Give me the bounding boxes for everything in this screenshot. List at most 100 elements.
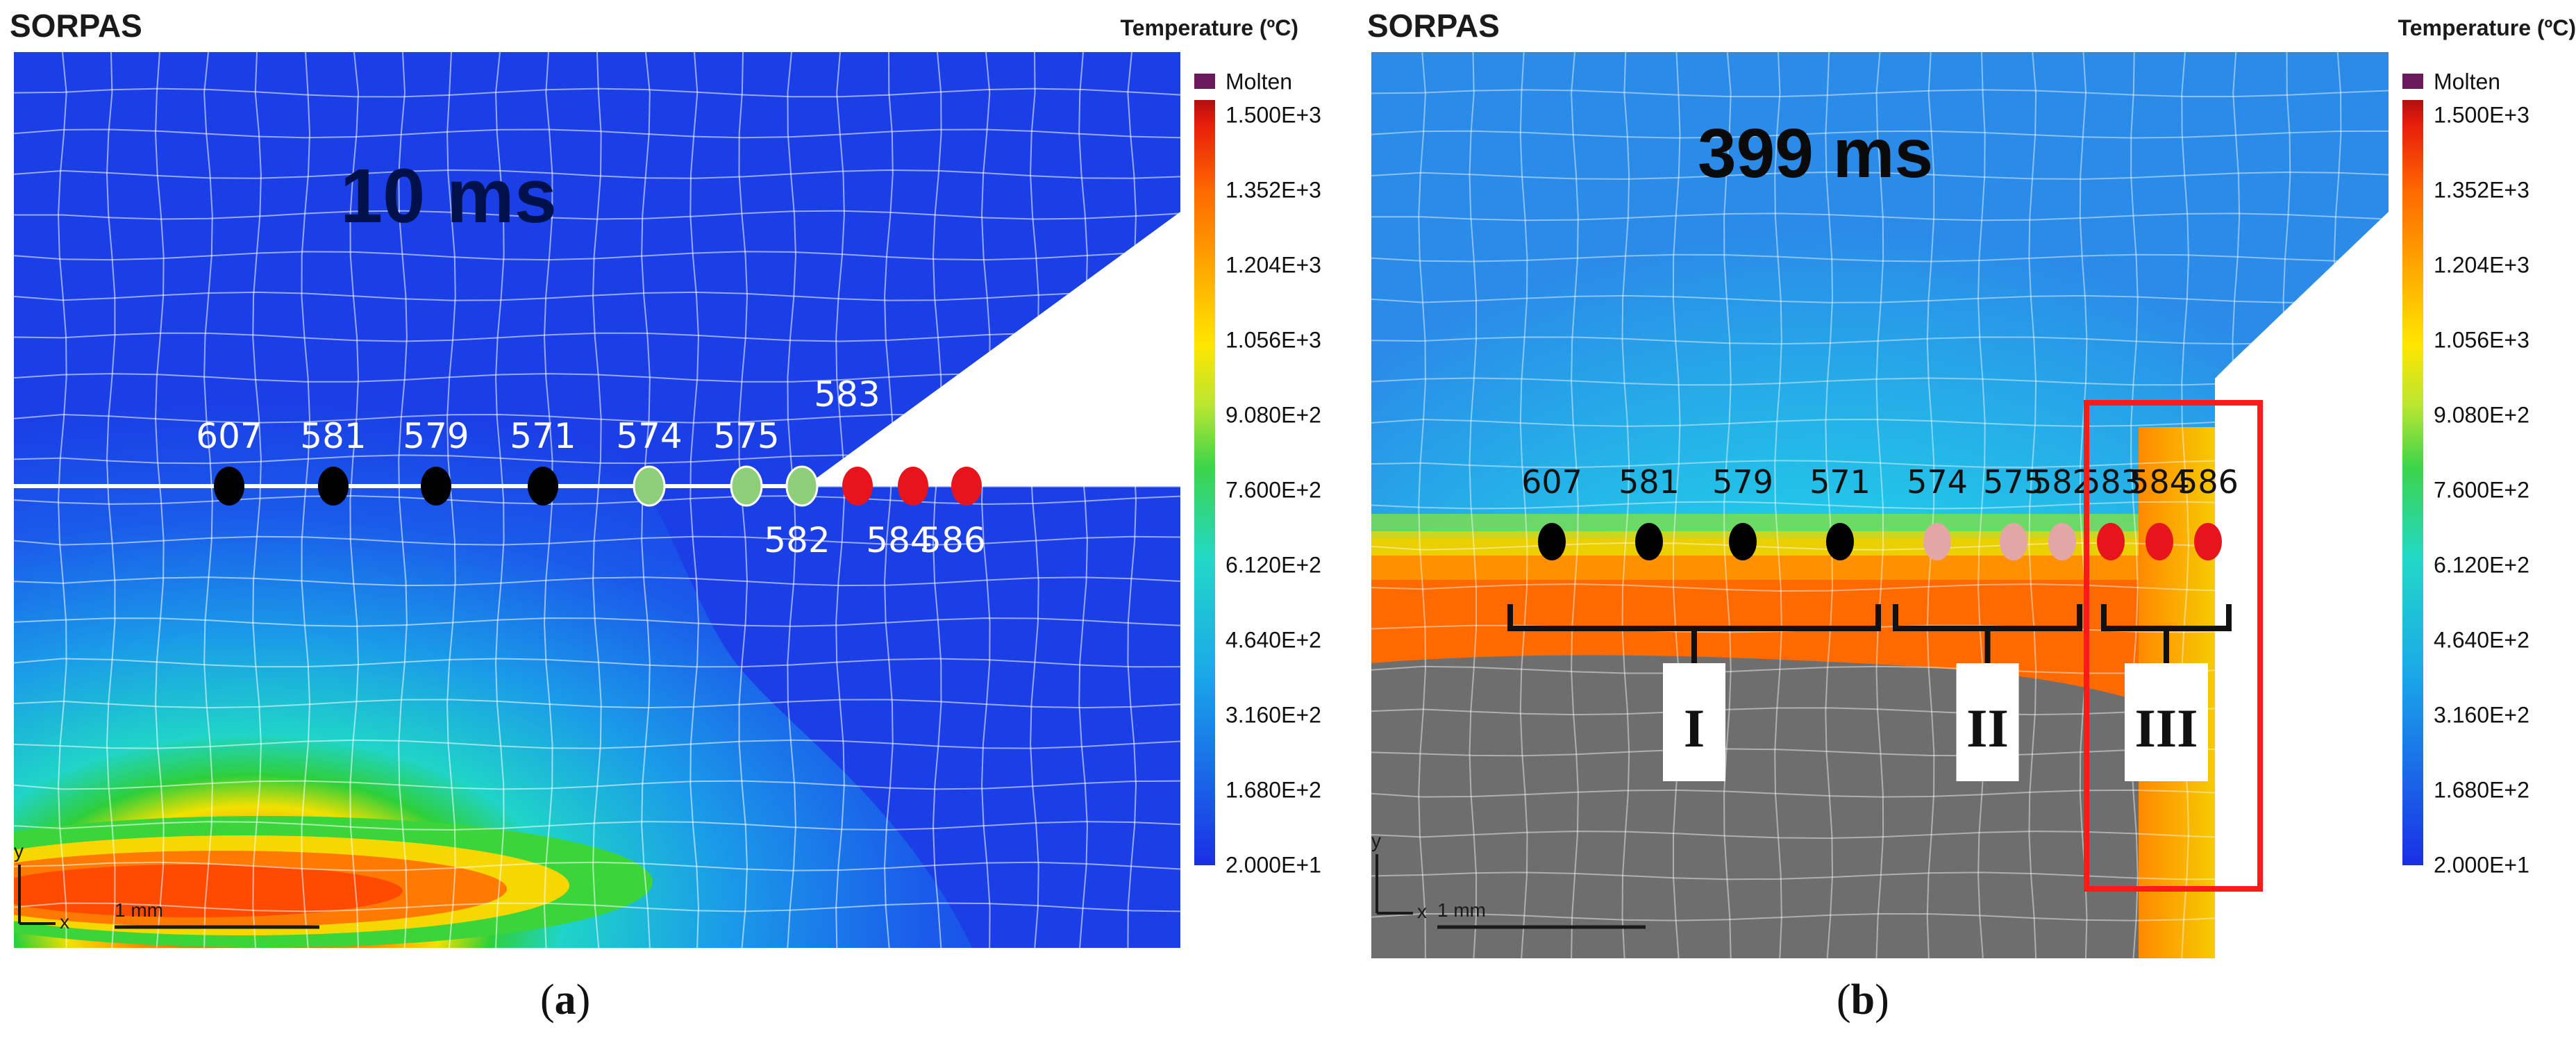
- legend-tick-label: 1.204E+3: [2434, 252, 2529, 278]
- legend-title: Temperature (ºC): [2398, 15, 2576, 40]
- group-box: [1956, 663, 2019, 781]
- node-label: 583: [2080, 463, 2141, 501]
- axis-y-label: y: [1371, 830, 1381, 851]
- caption-letter: b: [1850, 976, 1875, 1024]
- node-label: 583: [814, 374, 880, 415]
- legend-tick-label: 7.600E+2: [2434, 477, 2529, 503]
- legend-tick-label: 9.080E+2: [1226, 402, 1321, 428]
- node-label: 579: [403, 416, 469, 456]
- legend-tick-label: 2.000E+1: [1226, 852, 1321, 878]
- scale-label: 1 mm: [115, 899, 163, 921]
- legend-tick-label: 6.120E+2: [2434, 552, 2529, 578]
- node-marker: [1826, 523, 1854, 560]
- legend-tick-label: 6.120E+2: [1226, 552, 1321, 578]
- legend-title: Temperature (ºC): [1120, 15, 1298, 40]
- node-label: 579: [1712, 463, 1773, 501]
- node-marker: [842, 467, 873, 506]
- temperature-legend: Molten 1.500E+3 1.352E+3 1.204E+3 1.056E+3 9.…: [2402, 69, 2576, 910]
- node-marker: [898, 467, 928, 506]
- legend-tick-label: 2.000E+1: [2434, 852, 2529, 878]
- node-label: 581: [1619, 463, 1680, 501]
- caption-close: ): [1875, 976, 1889, 1024]
- molten-swatch: [1194, 74, 1215, 89]
- app-title: SORPAS: [10, 8, 142, 44]
- node-marker: [214, 467, 244, 506]
- node-marker: [318, 467, 349, 506]
- legend-tick-label: 1.500E+3: [2434, 102, 2529, 128]
- caption-close: ): [576, 976, 591, 1024]
- node-label: 584: [2129, 463, 2190, 501]
- axis-y-label: y: [14, 840, 24, 862]
- legend-tick-label: 1.204E+3: [1226, 252, 1321, 278]
- node-marker: [951, 467, 982, 506]
- axis-indicator: y x: [14, 840, 69, 933]
- caption-open: (: [1837, 976, 1851, 1024]
- node-label: 582: [2032, 463, 2093, 501]
- group-box: [1663, 663, 1725, 781]
- node-label: 586: [919, 520, 985, 560]
- panel-a: SORPAS Temperature (ºC): [10, 8, 1321, 1025]
- node-label: 574: [1907, 463, 1968, 501]
- axis-x-label: x: [1417, 901, 1427, 922]
- scale-label: 1 mm: [1437, 899, 1486, 921]
- legend-tick-label: 1.680E+2: [2434, 777, 2529, 803]
- legend-tick-label: 1.352E+3: [2434, 177, 2529, 203]
- node-label: 586: [2177, 463, 2239, 501]
- caption-open: (: [540, 976, 555, 1024]
- node-marker: [785, 465, 819, 507]
- legend-tick-label: 3.160E+2: [2434, 702, 2529, 728]
- node-marker: [633, 465, 666, 507]
- node-label: 575: [1983, 463, 2044, 501]
- legend-tick-label: 4.640E+2: [2434, 627, 2529, 653]
- legend-tick-label: 1.680E+2: [1226, 777, 1321, 803]
- caption-a: (a): [540, 976, 590, 1025]
- axis-x-label: x: [60, 911, 69, 933]
- color-scale-bar: [1194, 100, 1215, 865]
- node-marker: [1538, 523, 1566, 560]
- node-label: 575: [713, 416, 779, 456]
- node-label: 582: [764, 520, 830, 560]
- node-marker: [421, 467, 451, 506]
- legend-tick-label: 4.640E+2: [1226, 627, 1321, 653]
- node-marker: [730, 465, 763, 507]
- group-brackets: I II III: [1507, 604, 2232, 781]
- node-label: 581: [300, 416, 366, 456]
- node-marker: [2146, 523, 2173, 560]
- molten-swatch: [2402, 74, 2423, 89]
- color-scale-bar: [2402, 100, 2423, 865]
- time-label: 399 ms: [1698, 115, 1933, 192]
- app-title: SORPAS: [1367, 8, 1500, 44]
- temperature-legend: Molten 1.500E+3 1.352E+3 1.204E+3 1.056E+3 9.…: [1194, 69, 1321, 910]
- axis-indicator: y x: [1371, 830, 1427, 922]
- node-marker: [1923, 523, 1951, 560]
- group-label: I: [1684, 698, 1705, 758]
- group-box: [2125, 663, 2208, 781]
- legend-tick-label: 1.056E+3: [2434, 327, 2529, 353]
- node-marker: [2097, 523, 2125, 560]
- group-label: III: [2134, 698, 2198, 758]
- node-label: 607: [196, 416, 262, 456]
- node-marker: [2000, 523, 2027, 560]
- legend-tick-label: 3.160E+2: [1226, 702, 1321, 728]
- legend-tick-label: 7.600E+2: [1226, 477, 1321, 503]
- caption-b: (b): [1837, 976, 1889, 1025]
- legend-tick-label: 1.056E+3: [1226, 327, 1321, 353]
- group-label: II: [1966, 698, 2009, 758]
- highlight-box: [2084, 400, 2263, 892]
- legend-tick-label: 9.080E+2: [2434, 402, 2529, 428]
- node-marker: [1729, 523, 1757, 560]
- node-label: 571: [510, 416, 576, 456]
- molten-label: Molten: [1226, 69, 1293, 94]
- node-label: 607: [1521, 463, 1582, 501]
- node-marker: [1635, 523, 1663, 560]
- legend-tick-label: 1.352E+3: [1226, 177, 1321, 203]
- node-label: 571: [1809, 463, 1871, 501]
- node-label: 584: [866, 520, 932, 560]
- scale-bar: 1 mm: [115, 899, 319, 929]
- node-marker: [2194, 523, 2222, 560]
- time-label: 10 ms: [340, 153, 557, 239]
